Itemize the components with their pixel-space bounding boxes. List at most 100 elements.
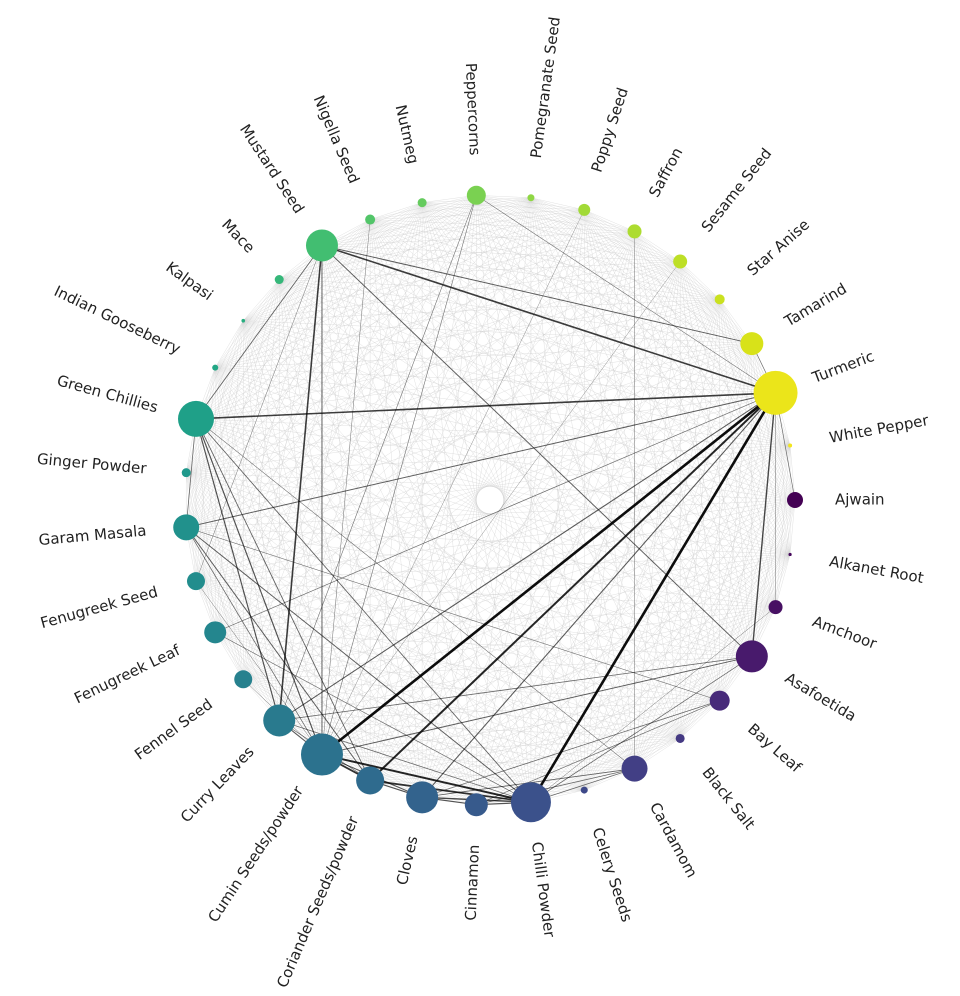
background-edge <box>321 299 720 755</box>
background-edge <box>476 195 791 446</box>
background-edge <box>185 472 280 721</box>
background-edge <box>195 343 752 582</box>
background-edge <box>321 245 791 555</box>
background-edge <box>789 499 796 555</box>
background-edge <box>369 197 532 781</box>
edge-asafoetida-turmeric <box>751 392 777 657</box>
node-nigella-seed <box>365 214 376 225</box>
background-edge <box>215 299 720 633</box>
background-edge <box>195 197 532 582</box>
background-edge <box>530 231 635 803</box>
background-edge <box>278 202 423 721</box>
background-edge <box>476 195 720 701</box>
background-edge <box>421 202 477 805</box>
background-edge <box>195 580 681 739</box>
background-edge <box>279 197 532 280</box>
node-cinnamon <box>464 793 488 817</box>
background-edge <box>195 261 681 582</box>
background-edge <box>321 245 477 805</box>
background-edge <box>186 472 371 781</box>
background-edge <box>195 580 477 805</box>
background-edge <box>679 392 776 739</box>
background-edge <box>584 343 753 791</box>
background-edge <box>186 445 791 528</box>
background-edge <box>195 219 371 582</box>
background-edge <box>186 343 752 473</box>
background-edge <box>679 445 791 739</box>
background-edge <box>369 219 753 657</box>
background-edge <box>421 343 753 798</box>
background-edge <box>279 279 791 446</box>
background-edge <box>321 245 720 701</box>
background-edge <box>634 231 752 344</box>
background-edge <box>369 219 776 608</box>
edge-curry-leaves-mustard-seed <box>278 245 323 721</box>
node-bay-leaf <box>709 690 730 711</box>
background-edge <box>584 209 776 394</box>
label-ajwain: Ajwain <box>835 491 885 509</box>
background-edge <box>243 320 776 608</box>
background-edge <box>370 219 776 394</box>
background-edge <box>634 231 776 393</box>
background-edge <box>369 219 681 739</box>
background-edge <box>186 527 280 721</box>
node-curry-leaves <box>263 704 296 737</box>
background-edge <box>243 320 776 394</box>
background-edge <box>186 392 776 473</box>
node-saffron <box>627 224 642 239</box>
background-edge <box>243 606 776 680</box>
background-edge <box>370 197 531 220</box>
background-edge <box>719 392 776 701</box>
background-edge <box>530 197 720 701</box>
background-edge <box>679 343 753 739</box>
background-edge <box>369 195 477 781</box>
edge-cloves-turmeric <box>421 392 776 798</box>
background-edge <box>243 320 371 781</box>
background-edge <box>530 197 635 769</box>
background-edge <box>243 261 681 680</box>
background-edge <box>679 261 776 393</box>
background-edge <box>243 499 796 680</box>
edge-fenugreek-leaf-turmeric <box>215 392 776 633</box>
label-turmeric: Turmeric <box>809 347 877 387</box>
edge-chilli-powder-garam-masala <box>185 526 532 803</box>
background-edge <box>530 299 720 803</box>
background-edge <box>215 299 720 368</box>
label-chilli-powder: Chilli Powder <box>528 841 559 940</box>
label-green-chillies: Green Chillies <box>55 371 160 416</box>
background-edge <box>422 202 681 262</box>
background-edge <box>775 445 791 608</box>
background-edge <box>530 197 681 262</box>
background-edge <box>186 527 791 555</box>
background-edge <box>422 202 720 300</box>
background-edge <box>634 499 796 769</box>
background-edge <box>215 367 791 446</box>
background-edge <box>186 231 635 473</box>
node-alkanet-root <box>788 552 792 557</box>
background-edge <box>186 472 532 803</box>
background-edge <box>476 392 776 805</box>
background-edge <box>195 499 796 582</box>
node-poppy-seed <box>578 203 591 216</box>
background-edge <box>215 245 323 368</box>
background-edge <box>530 261 681 803</box>
node-white-pepper <box>788 443 793 448</box>
background-edge <box>530 197 720 300</box>
background-edge <box>751 445 791 657</box>
background-edge <box>369 261 681 781</box>
node-star-anise <box>714 294 725 305</box>
background-edge <box>215 367 776 394</box>
edge-nigella-seed-cumin-seeds-powder <box>321 219 371 755</box>
background-edge <box>719 343 753 701</box>
background-edge <box>369 219 423 798</box>
background-edge <box>421 261 681 798</box>
background-edge <box>321 245 371 781</box>
background-edge <box>584 261 681 791</box>
label-bay-leaf: Bay Leaf <box>744 720 805 777</box>
background-edge <box>279 279 796 501</box>
background-edge <box>421 445 791 798</box>
edge-green-chillies-mustard-seed <box>195 245 323 420</box>
background-edge <box>186 202 423 473</box>
background-edge <box>634 299 720 769</box>
background-edge <box>370 195 477 220</box>
